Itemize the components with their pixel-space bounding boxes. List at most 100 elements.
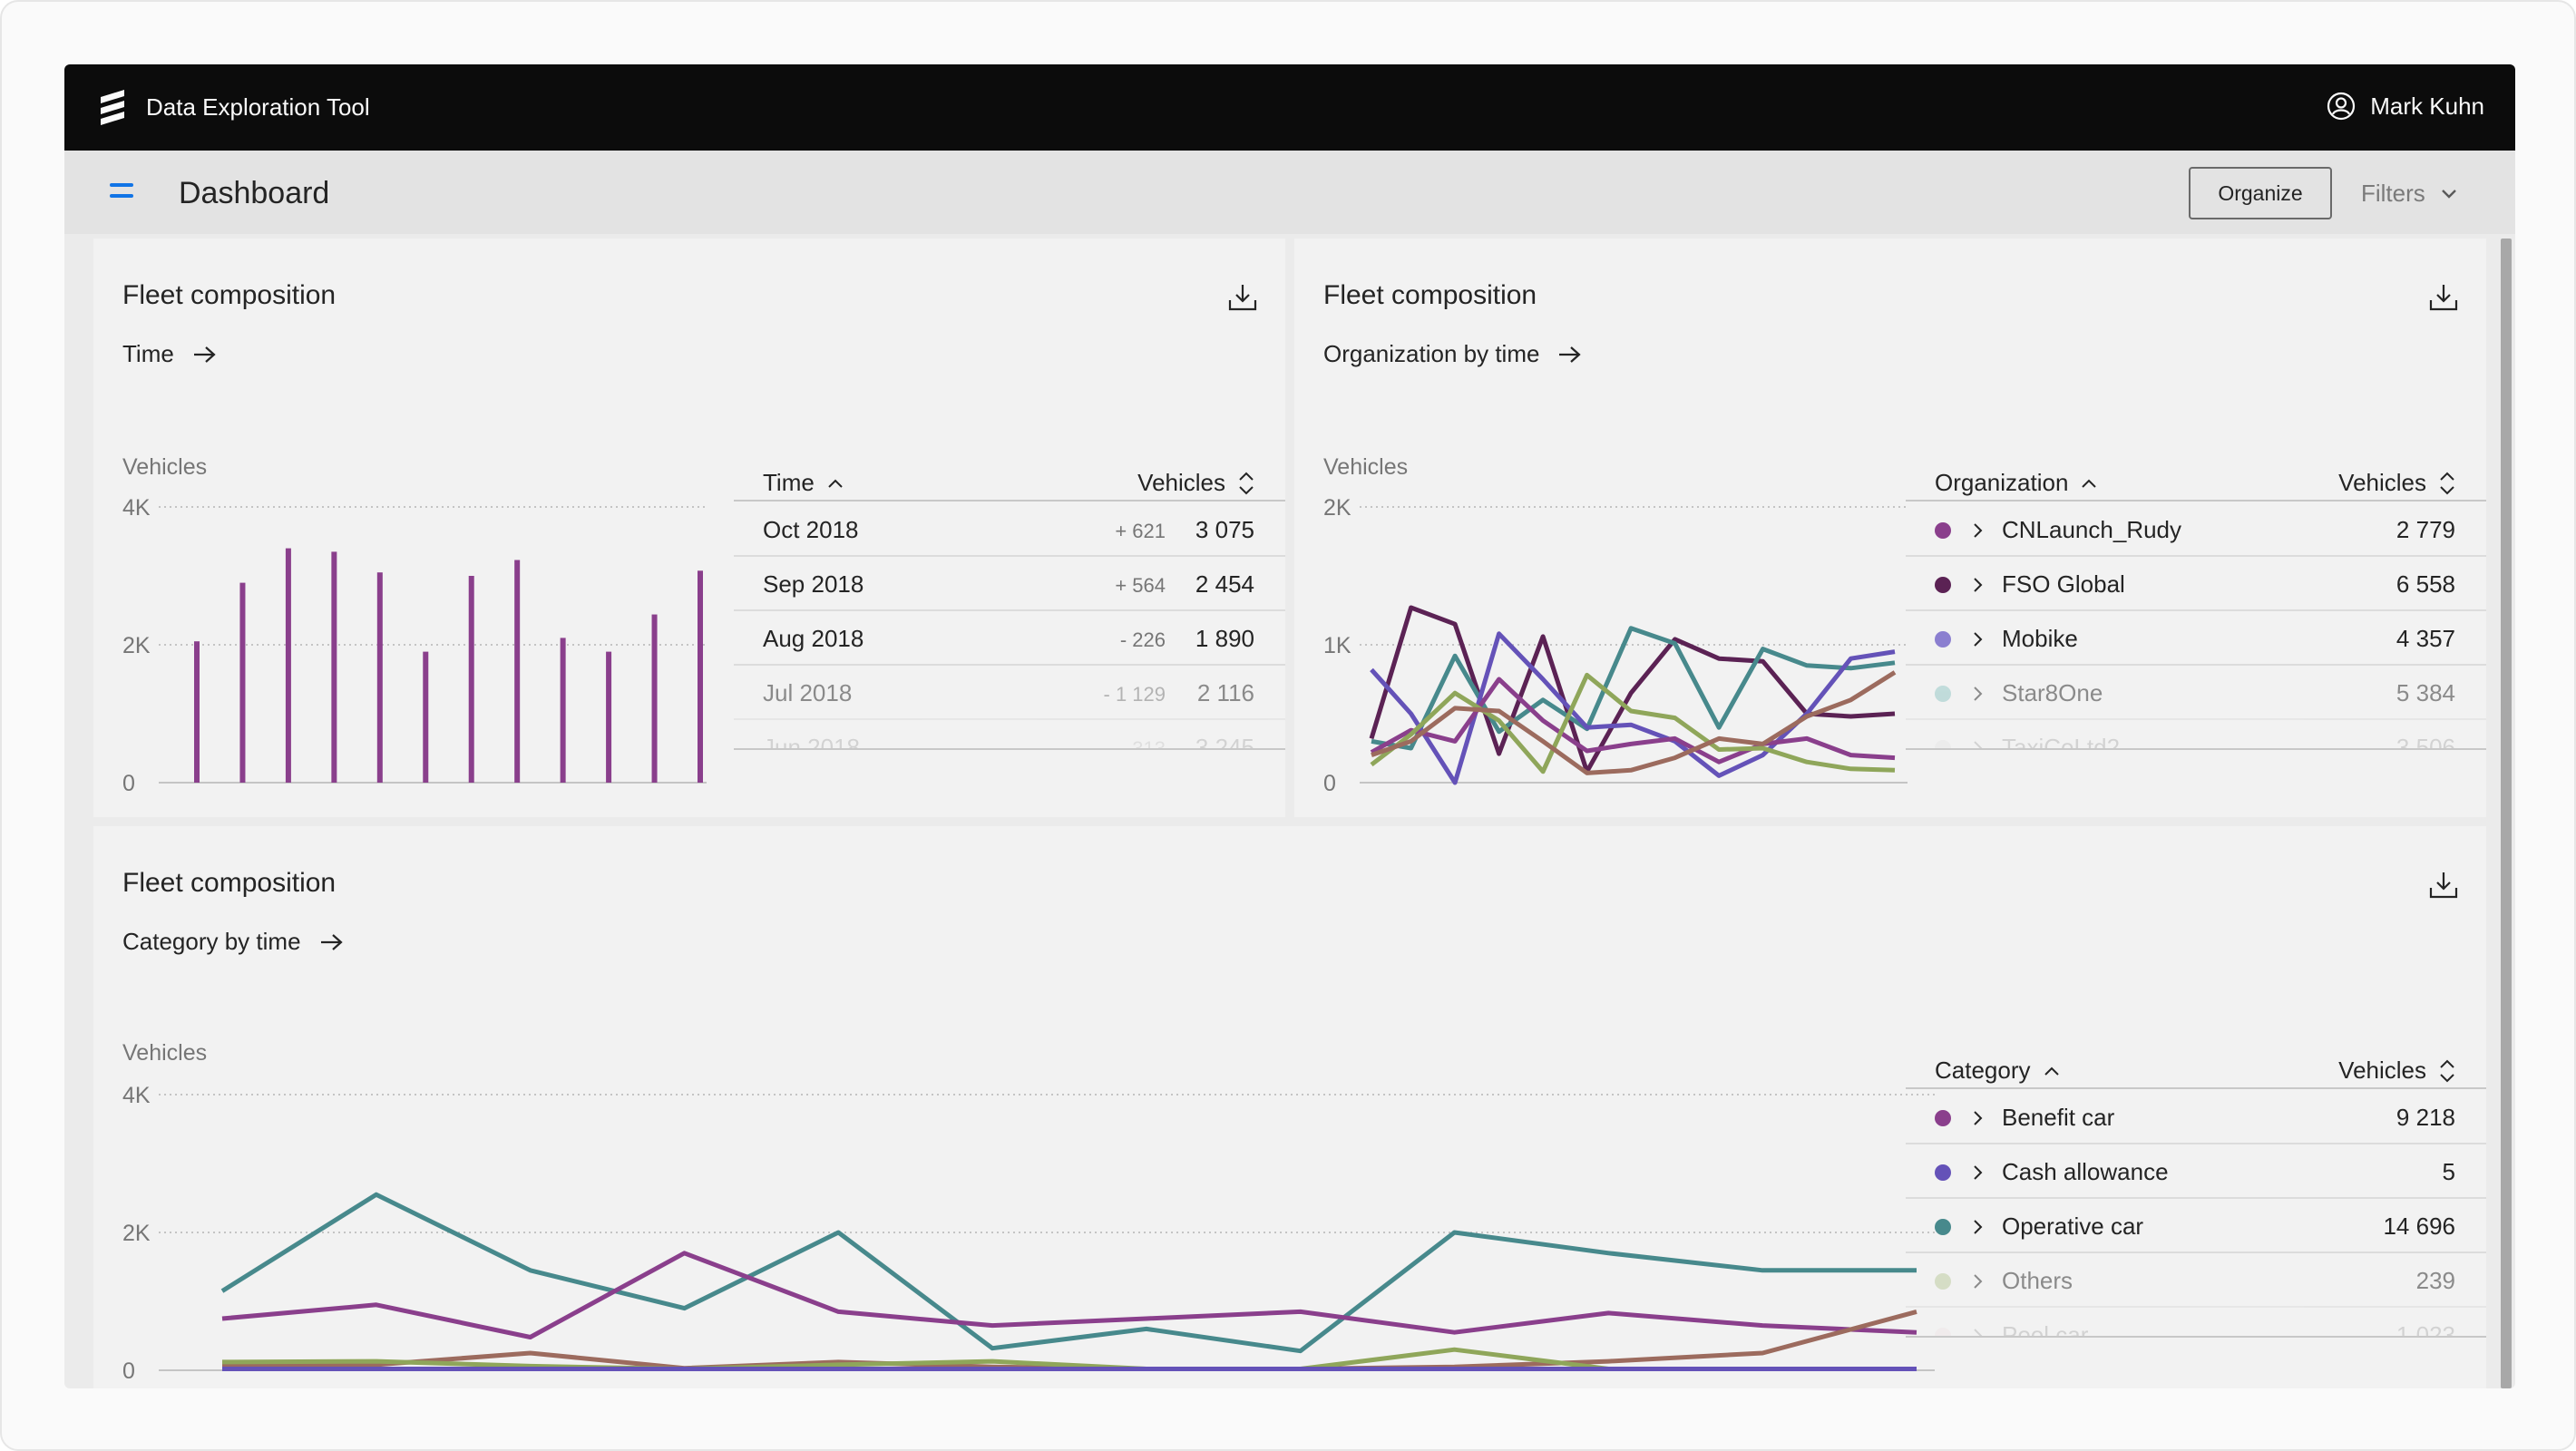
chevron-right-icon[interactable] — [1973, 1272, 1984, 1290]
legend-dot — [1935, 1218, 1951, 1235]
chevron-down-icon — [2441, 189, 2456, 199]
chevron-right-icon[interactable] — [1973, 685, 1984, 703]
bar — [194, 641, 200, 783]
series-line — [1371, 670, 1897, 775]
chevron-right-icon[interactable] — [1973, 1218, 1984, 1236]
chevron-right-icon[interactable] — [1973, 576, 1984, 594]
col-header[interactable]: Category — [1935, 1057, 2060, 1085]
y-tick-label: 2K — [1323, 495, 1351, 521]
col-header[interactable]: Vehicles — [2338, 469, 2455, 497]
filters-dropdown[interactable]: Filters — [2361, 180, 2458, 208]
download-icon[interactable] — [2428, 870, 2459, 901]
card-subtitle-link[interactable]: Time — [122, 340, 218, 368]
row-delta: - 313 — [1119, 737, 1166, 750]
row-label-cell: Benefit car — [1935, 1104, 2114, 1132]
row-label-cell: TaxiCoLtd2 — [1935, 734, 2120, 750]
table-row[interactable]: Benefit car 9 218 — [1906, 1091, 2486, 1144]
col-header[interactable]: Organization — [1935, 469, 2097, 497]
row-label-cell: Jun 2018 — [763, 734, 860, 750]
row-label-cell: Star8One — [1935, 679, 2103, 707]
table-row[interactable]: Cash allowance 5 — [1906, 1145, 2486, 1199]
table-row[interactable]: Sep 2018 + 564 2 454 — [734, 558, 1285, 611]
row-label: CNLaunch_Rudy — [2002, 516, 2182, 543]
row-value: 3 506 — [2395, 734, 2455, 750]
row-label-cell: Others — [1935, 1267, 2073, 1295]
y-tick-label: 1K — [1323, 633, 1351, 658]
card-fleet-time: Fleet composition Time Vehicles 02K4KNDJ… — [93, 239, 1285, 850]
bar — [560, 638, 566, 783]
table-row[interactable]: Mobike 4 357 — [1906, 612, 2486, 666]
org-line-chart: 01K2KNDJFMAMJJASO’17’18 — [1294, 483, 1947, 850]
row-label: FSO Global — [2002, 570, 2125, 598]
chevron-right-icon[interactable] — [1973, 630, 1984, 648]
sort-toggle-icon[interactable] — [2439, 471, 2455, 496]
chevron-right-icon[interactable] — [1973, 1164, 1984, 1182]
legend-dot — [1935, 1109, 1951, 1126]
table-row[interactable]: Jul 2018 - 1 129 2 116 — [734, 667, 1285, 720]
time-table: Time Vehicles Oct 2018 + 621 3 075 Sep 2018 + … — [734, 456, 1285, 750]
table-row[interactable]: Others 239 — [1906, 1254, 2486, 1308]
y-axis-label: Vehicles — [122, 454, 208, 480]
table-row[interactable]: Operative car 14 696 — [1906, 1200, 2486, 1253]
sort-toggle-icon[interactable] — [2439, 1058, 2455, 1084]
row-label: Mobike — [2002, 625, 2078, 652]
row-value: 5 384 — [2395, 679, 2455, 706]
page-scrollbar[interactable] — [2501, 239, 2512, 1388]
row-label-cell: Oct 2018 — [763, 516, 859, 544]
row-label: Pool car — [2002, 1321, 2089, 1338]
table-row[interactable]: Star8One 5 384 — [1906, 667, 2486, 720]
ericsson-logo-icon — [101, 90, 124, 125]
app-window: Data Exploration Tool Mark Kuhn Dashboar… — [64, 64, 2515, 1388]
download-icon[interactable] — [1227, 282, 1258, 313]
menu-toggle-icon[interactable] — [110, 183, 133, 201]
card-subtitle-link[interactable]: Organization by time — [1323, 340, 1583, 368]
organize-button[interactable]: Organize — [2189, 167, 2332, 219]
bar — [468, 576, 474, 783]
user-menu[interactable]: Mark Kuhn — [2327, 92, 2484, 121]
table-row[interactable]: Jun 2018 - 313 3 245 — [734, 721, 1285, 750]
table-row[interactable]: Pool car 1 023 — [1906, 1309, 2486, 1338]
col-header[interactable]: Vehicles — [2338, 1057, 2455, 1085]
chevron-right-icon[interactable] — [1973, 1327, 1984, 1339]
table-header: Category Vehicles — [1906, 1044, 2486, 1089]
bar — [606, 651, 612, 783]
col-header[interactable]: Vehicles — [1137, 469, 1254, 497]
y-tick-label: 2K — [122, 633, 151, 658]
y-axis-label: Vehicles — [122, 1040, 208, 1066]
sort-toggle-icon[interactable] — [1238, 471, 1254, 496]
card-title: Fleet composition — [1323, 280, 1537, 310]
row-label: Others — [2002, 1267, 2073, 1294]
row-label-cell: Mobike — [1935, 625, 2078, 653]
card-subtitle: Time — [122, 340, 174, 367]
sort-ascending-icon[interactable] — [827, 478, 844, 489]
table-row[interactable]: TaxiCoLtd2 3 506 — [1906, 721, 2486, 750]
series-line — [1371, 626, 1896, 751]
table-bottom-border — [734, 748, 1285, 750]
row-value: 1 890 — [1195, 625, 1254, 652]
organization-table: Organization Vehicles CNLaunch_Rudy 2 779 FS… — [1906, 456, 2486, 750]
row-value: 2 116 — [1196, 679, 1254, 706]
row-value: 14 696 — [2383, 1212, 2455, 1240]
top-bar: Data Exploration Tool Mark Kuhn — [64, 64, 2515, 151]
y-tick-label: 4K — [122, 1083, 151, 1108]
row-label-cell: CNLaunch_Rudy — [1935, 516, 2181, 544]
download-icon[interactable] — [2428, 282, 2459, 313]
row-value: 3 245 — [1195, 734, 1254, 750]
chevron-right-icon[interactable] — [1973, 1109, 1984, 1127]
chevron-right-icon[interactable] — [1973, 521, 1984, 540]
table-row[interactable]: Aug 2018 - 226 1 890 — [734, 612, 1285, 666]
col-header[interactable]: Time — [763, 469, 844, 497]
bar — [651, 614, 658, 783]
col-header-label: Vehicles — [2338, 469, 2426, 496]
table-row[interactable]: Oct 2018 + 621 3 075 — [734, 503, 1285, 557]
table-row[interactable]: CNLaunch_Rudy 2 779 — [1906, 503, 2486, 557]
y-tick-label: 0 — [122, 771, 135, 792]
col-header-label: Time — [763, 469, 815, 496]
sort-ascending-icon[interactable] — [2044, 1066, 2060, 1076]
chevron-right-icon[interactable] — [1973, 739, 1984, 751]
sort-ascending-icon[interactable] — [2081, 478, 2097, 489]
card-subtitle-link[interactable]: Category by time — [122, 928, 345, 956]
row-label-cell: Cash allowance — [1935, 1158, 2169, 1186]
row-label: Star8One — [2002, 679, 2103, 706]
table-row[interactable]: FSO Global 6 558 — [1906, 558, 2486, 611]
